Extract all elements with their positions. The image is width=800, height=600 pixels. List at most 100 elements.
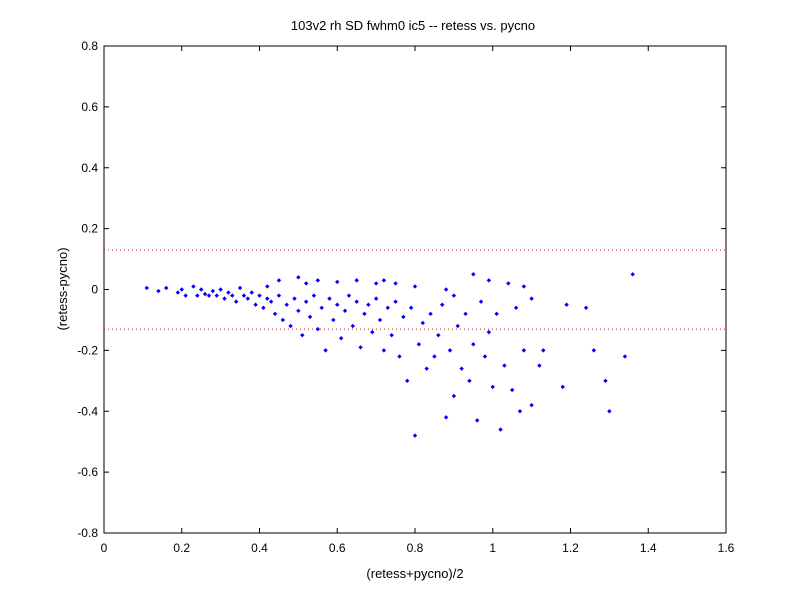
data-point-108 [373,281,379,286]
x-tick-label-8: 1.6 [718,541,735,555]
data-point-85 [498,427,503,432]
data-point-10 [206,293,212,298]
data-point-114 [471,272,476,277]
data-point-72 [447,348,453,353]
data-point-8 [198,287,204,292]
data-point-7 [195,293,200,298]
data-point-65 [420,320,425,326]
data-point-76 [463,311,468,317]
data-point-110 [393,281,398,286]
data-point-50 [362,311,367,317]
data-point-95 [564,302,569,307]
data-point-98 [603,378,608,384]
y-axis-ticks: -0.8 -0.6 -0.4 -0.2 0 0.2 0.4 0.6 0.8 [77,39,726,540]
data-point-118 [486,278,492,283]
data-point-15 [226,290,231,295]
data-point-107 [354,278,359,283]
y-tick-label-6: 0.4 [81,161,98,175]
data-point-28 [276,293,282,298]
data-point-23 [257,293,262,298]
data-point-96 [583,305,589,310]
data-point-18 [237,285,243,291]
data-point-11 [210,288,216,294]
data-point-43 [335,302,340,307]
chart-title: 103v2 rh SD fwhm0 ic5 -- retess vs. pycn… [291,18,535,33]
data-point-12 [214,293,219,298]
data-point-32 [292,296,297,301]
data-point-77 [467,378,472,384]
x-tick-label-7: 1.4 [640,541,657,555]
data-point-16 [230,293,235,298]
data-point-106 [335,279,340,285]
x-axis-label: (retess+pycno)/2 [366,566,463,581]
data-point-29 [280,317,286,323]
data-point-82 [486,329,492,335]
data-point-103 [296,275,301,280]
y-tick-label-5: 0.2 [81,222,98,236]
data-point-13 [218,287,223,292]
data-point-40 [323,348,328,353]
data-point-52 [370,329,375,335]
data-point-67 [428,311,433,317]
data-point-53 [373,296,379,301]
data-point-88 [513,305,519,310]
data-point-27 [272,311,278,317]
data-point-102 [276,278,282,283]
data-point-30 [284,302,289,307]
data-point-100 [622,354,628,359]
data-point-35 [303,299,309,304]
data-point-21 [249,290,254,295]
data-point-66 [424,366,429,371]
data-point-109 [381,278,387,283]
data-point-64 [416,342,422,347]
data-point-36 [307,314,313,320]
data-point-101 [630,272,635,277]
x-tick-label-5: 1 [489,541,496,555]
x-tick-label-4: 0.8 [407,541,424,555]
data-point-5 [183,293,188,298]
data-point-57 [389,332,394,338]
data-point-60 [401,314,406,320]
x-tick-label-6: 1.2 [562,541,579,555]
data-point-112 [443,287,449,292]
data-point-14 [222,296,227,301]
data-point-71 [443,415,449,420]
x-tick-label-2: 0.4 [251,541,268,555]
data-point-0 [144,285,149,291]
y-tick-label-0: -0.8 [77,526,98,540]
y-tick-label-7: 0.6 [81,100,98,114]
data-point-6 [191,284,196,289]
data-point-54 [377,317,383,323]
data-point-61 [405,378,410,384]
data-point-33 [296,308,301,314]
data-point-47 [350,323,355,329]
x-tick-label-1: 0.2 [173,541,190,555]
data-point-42 [331,317,336,323]
data-point-39 [319,305,324,310]
y-axis-label: (retess-pycno) [55,247,70,330]
data-point-63 [412,433,418,438]
data-point-75 [459,366,464,371]
data-point-48 [354,299,359,304]
x-tick-label-0: 0 [101,541,108,555]
data-point-113 [451,293,457,298]
data-point-2 [164,285,169,291]
y-tick-label-8: 0.8 [81,39,98,53]
data-point-9 [202,291,208,297]
data-point-20 [245,296,251,301]
data-point-62 [408,305,414,310]
data-point-44 [338,336,344,341]
data-point-46 [346,293,352,298]
data-point-92 [537,363,542,368]
data-point-86 [502,363,507,368]
y-tick-label-2: -0.4 [77,404,98,418]
data-point-83 [490,384,495,390]
data-point-25 [265,296,270,301]
data-point-34 [300,332,305,338]
x-axis-ticks: 0 0.2 0.4 0.6 0.8 1 1.2 1.4 1.6 [101,46,735,555]
data-point-17 [233,299,239,304]
data-point-90 [521,348,527,353]
data-point-26 [268,299,274,304]
